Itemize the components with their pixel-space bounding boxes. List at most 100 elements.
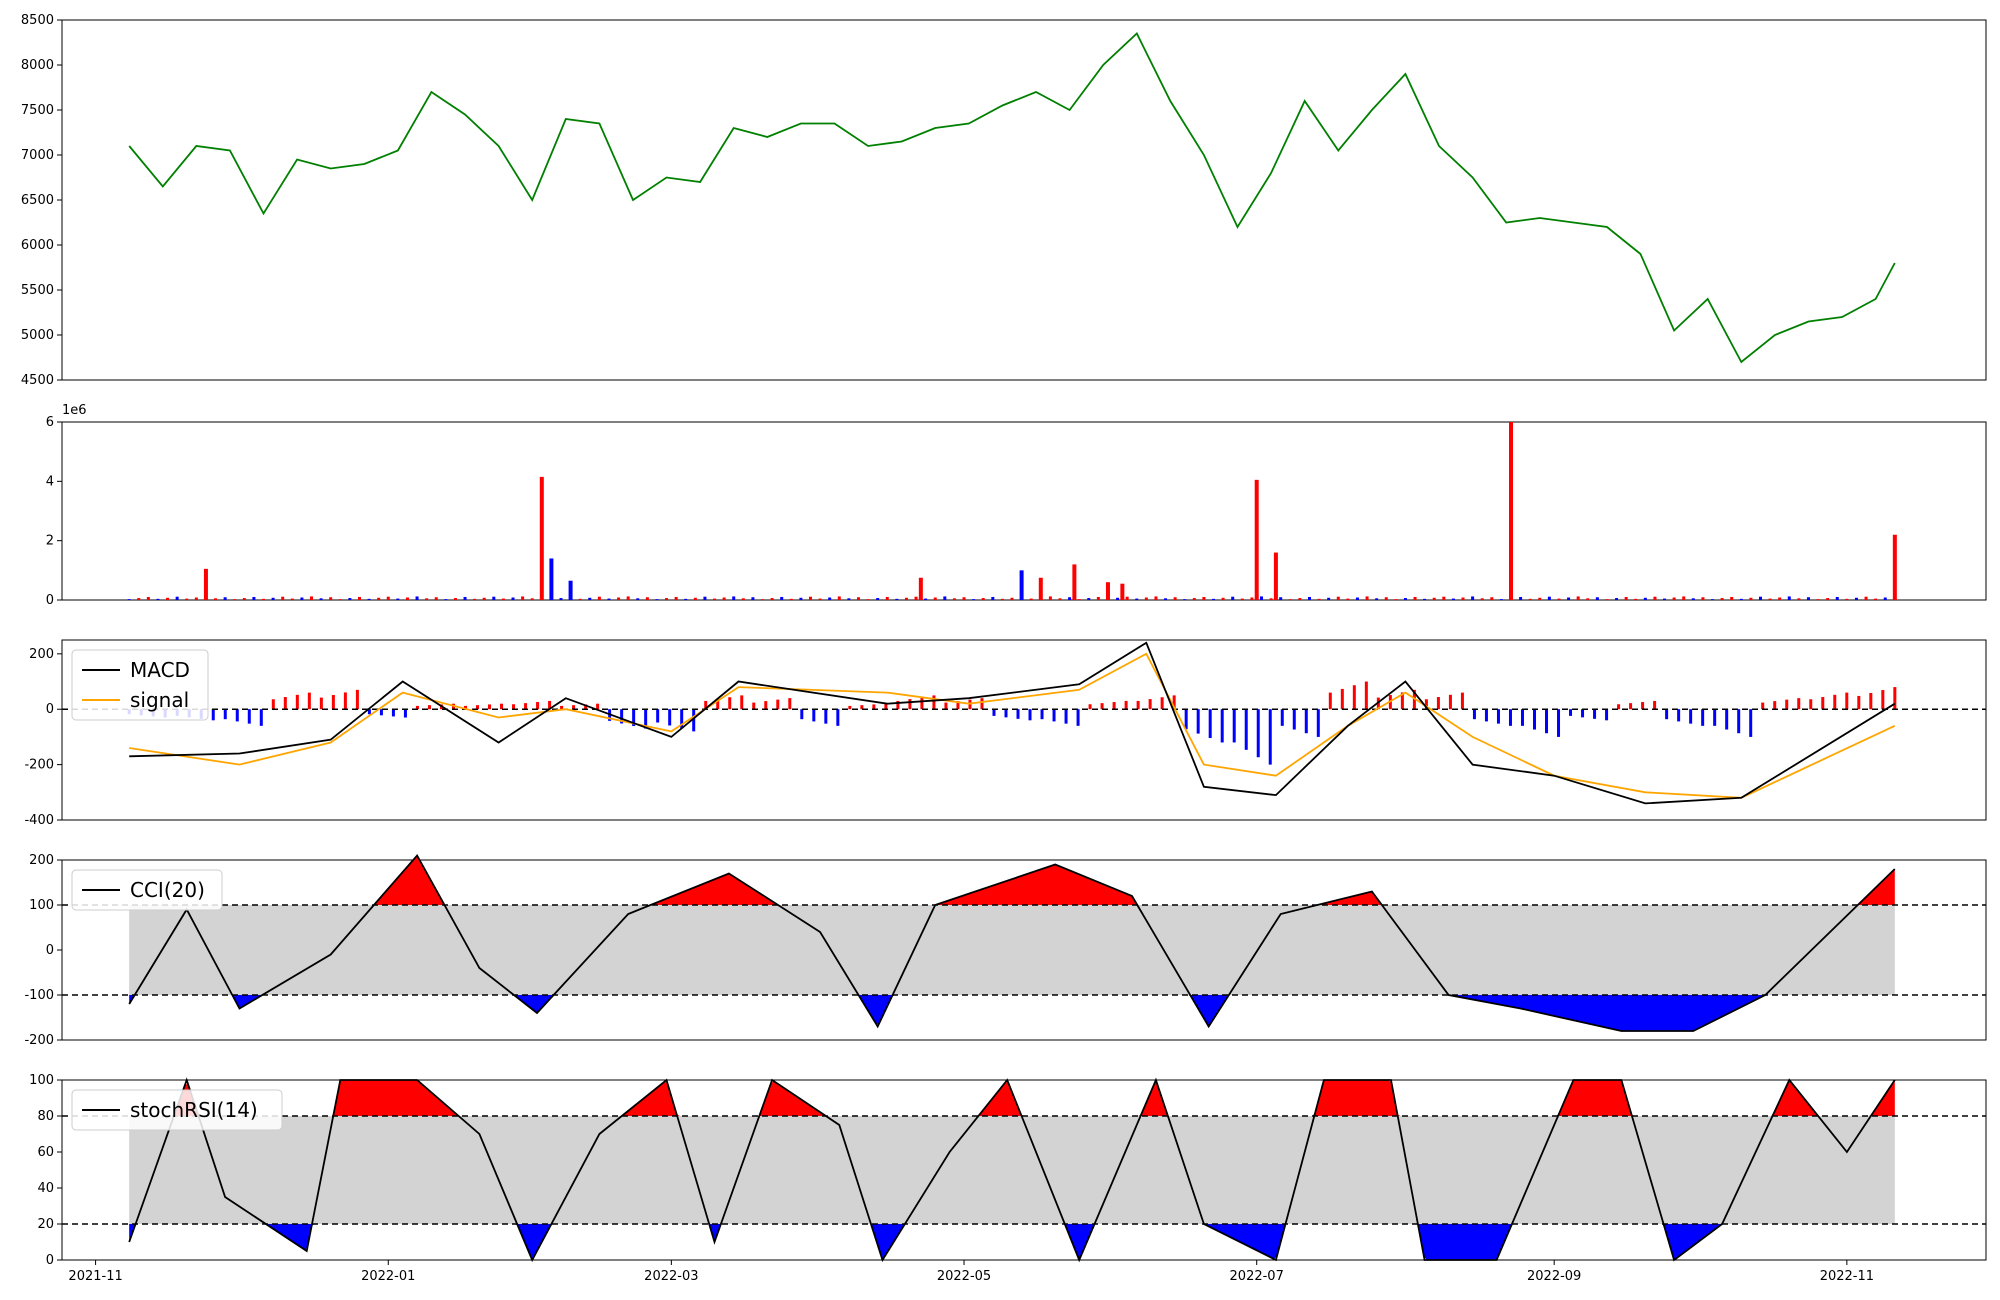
- stochrsi-ytick-label: 20: [37, 1217, 54, 1232]
- volume-bar: [722, 597, 726, 600]
- volume-bar: [309, 596, 313, 600]
- volume-bar: [233, 599, 237, 600]
- volume-bar: [281, 596, 285, 600]
- macd-histogram-bar: [764, 701, 768, 710]
- volume-bar: [1135, 598, 1139, 600]
- volume-bar: [252, 596, 256, 600]
- macd-histogram-bar: [1016, 709, 1020, 719]
- volume-bar: [1701, 597, 1705, 600]
- volume-bar: [1000, 598, 1004, 600]
- macd-histogram-bar: [1148, 699, 1152, 710]
- macd-histogram-bar: [1268, 709, 1272, 765]
- x-tick-label: 2022-11: [1820, 1269, 1874, 1284]
- signal-line: [129, 652, 1896, 799]
- volume-bar: [1508, 422, 1513, 600]
- volume-bar: [1720, 598, 1724, 600]
- volume-bar: [137, 598, 141, 600]
- volume-bar: [761, 599, 765, 600]
- macd-histogram-bar: [920, 697, 924, 710]
- volume-bar: [655, 599, 659, 600]
- macd-histogram-bar: [1124, 700, 1128, 710]
- macd-histogram-bar: [1496, 709, 1500, 724]
- volume-bar: [1384, 597, 1388, 600]
- macd-histogram-bar: [235, 709, 239, 722]
- macd-histogram-bar: [656, 709, 660, 723]
- macd-histogram-bar: [980, 698, 984, 710]
- legend-box: [71, 869, 223, 911]
- macd-histogram-bar: [1040, 709, 1044, 720]
- volume-bar: [1499, 599, 1503, 600]
- volume-bar: [405, 597, 409, 600]
- stochrsi-ytick-label: 80: [37, 1109, 54, 1124]
- volume-bar: [876, 598, 880, 600]
- macd-histogram-bar: [896, 700, 900, 710]
- volume-bar: [1254, 479, 1259, 600]
- macd-histogram-bar: [1064, 709, 1068, 724]
- volume-bar: [1336, 596, 1340, 600]
- macd-histogram-bar: [1725, 709, 1729, 730]
- macd-histogram-bar: [391, 709, 395, 717]
- macd-histogram-bar: [1184, 709, 1188, 730]
- x-tick-label: 2021-11: [68, 1269, 122, 1284]
- macd-histogram-bar: [463, 705, 467, 710]
- volume-bar: [194, 597, 198, 600]
- macd-histogram-bar: [1749, 709, 1753, 737]
- macd-histogram-bar: [1292, 709, 1296, 730]
- volume-bar: [818, 598, 822, 600]
- volume-bar: [665, 598, 669, 600]
- volume-bar: [1260, 596, 1264, 600]
- price-frame: [61, 19, 1987, 381]
- volume-bar: [1164, 598, 1168, 600]
- volume-bar: [1643, 597, 1647, 600]
- macd-histogram-bar: [1869, 692, 1873, 710]
- macd-histogram-bar: [1701, 709, 1705, 726]
- volume-bar: [1797, 598, 1801, 600]
- macd-histogram-bar: [247, 709, 251, 724]
- volume-bar: [377, 597, 381, 600]
- volume-bar: [1653, 596, 1657, 600]
- volume-bar: [866, 599, 870, 600]
- macd-histogram-bar: [271, 699, 275, 710]
- macd-histogram-bar: [1316, 709, 1320, 737]
- macd-histogram-bar: [379, 709, 383, 716]
- cci-oversold-fill: [129, 995, 1895, 1031]
- volume-bar: [1173, 597, 1177, 600]
- volume-bar: [924, 598, 928, 600]
- macd-histogram-bar: [548, 700, 552, 710]
- macd-histogram-bar: [824, 709, 828, 724]
- legend-label: signal: [130, 688, 189, 712]
- volume-bar: [1854, 597, 1858, 600]
- macd-ytick-label: -400: [24, 813, 54, 828]
- macd-histogram-bar: [788, 698, 792, 710]
- volume-bar: [1087, 598, 1091, 600]
- macd-histogram-bar: [1172, 695, 1176, 710]
- volume-bar: [492, 596, 496, 600]
- macd-histogram-bar: [295, 694, 299, 710]
- macd-histogram-bar: [704, 700, 708, 710]
- macd-histogram-bar: [1112, 702, 1116, 710]
- volume-bar: [482, 597, 486, 600]
- macd-histogram-bar: [1629, 703, 1633, 710]
- macd-histogram-bar: [1400, 692, 1404, 710]
- volume-panel: 6 4 2 0 1e6: [46, 403, 1987, 608]
- volume-bar: [1423, 598, 1427, 600]
- macd-histogram-bar: [415, 705, 419, 710]
- volume-bar: [530, 598, 534, 600]
- volume-bar: [933, 597, 937, 600]
- macd-ytick-label: 200: [29, 647, 54, 662]
- macd-histogram-bar: [1845, 692, 1849, 710]
- macd-histogram-bar: [1472, 709, 1476, 720]
- macd-histogram-bar: [1136, 700, 1140, 710]
- volume-bar: [1394, 599, 1398, 600]
- macd-histogram-bar: [1460, 692, 1464, 710]
- macd-histogram-bar: [1340, 688, 1344, 710]
- volume-bar: [1519, 596, 1523, 600]
- volume-bar: [511, 597, 515, 600]
- price-ytick-label: 8000: [21, 58, 54, 73]
- price-ytick-label: 7500: [21, 103, 54, 118]
- volume-bar: [1202, 596, 1206, 600]
- volume-bar: [1634, 598, 1638, 600]
- volume-bar: [1029, 598, 1033, 600]
- macd-histogram-bar: [1448, 694, 1452, 710]
- macd-histogram-bar: [1653, 700, 1657, 710]
